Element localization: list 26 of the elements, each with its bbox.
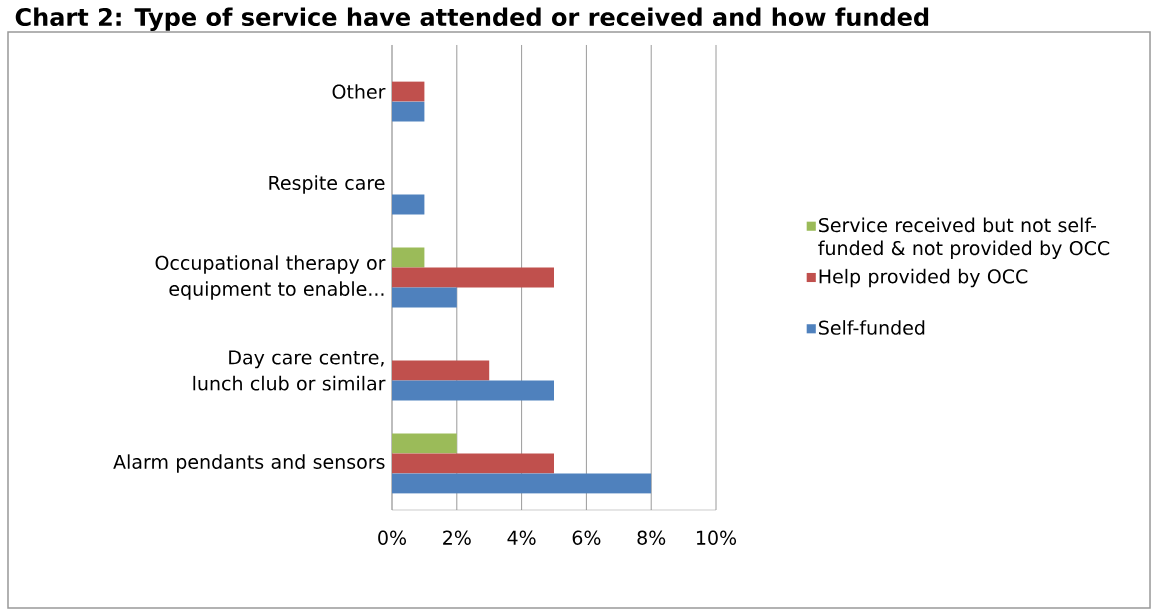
x-tick-label: 8% [637, 530, 666, 545]
legend-label: Service received but not self-funded & not provided by OCC [818, 217, 1110, 259]
bar [392, 433, 457, 454]
bar [392, 194, 425, 215]
legend-label: Help provided by OCC [819, 268, 1028, 288]
x-tick-label: 2% [443, 530, 471, 545]
bar [392, 267, 555, 288]
bar [392, 101, 425, 122]
y-tick-label: Alarm pendants and sensors [113, 454, 385, 473]
y-tick-label: Day care centre, lunch club or similar [193, 350, 386, 391]
bar [392, 453, 555, 474]
bar [392, 81, 425, 102]
x-tick-label: 0% [378, 530, 407, 545]
legend-label: Self-funded [819, 320, 925, 335]
x-tick-label: 4% [507, 530, 536, 545]
bar [392, 380, 555, 401]
y-tick-label: Respite care [269, 175, 385, 194]
bar [392, 360, 490, 381]
bar [392, 247, 425, 268]
y-tick-label: Other [332, 84, 386, 99]
bar [392, 287, 457, 308]
chart-title: Chart 2: Type of service have attended or received and how funded [15, 7, 929, 31]
x-tick-label: 6% [572, 530, 601, 545]
y-tick-label: Occupational therapy or equipment to enable... [155, 255, 386, 300]
x-tick-label: 10% [696, 530, 737, 545]
bar [392, 473, 652, 494]
